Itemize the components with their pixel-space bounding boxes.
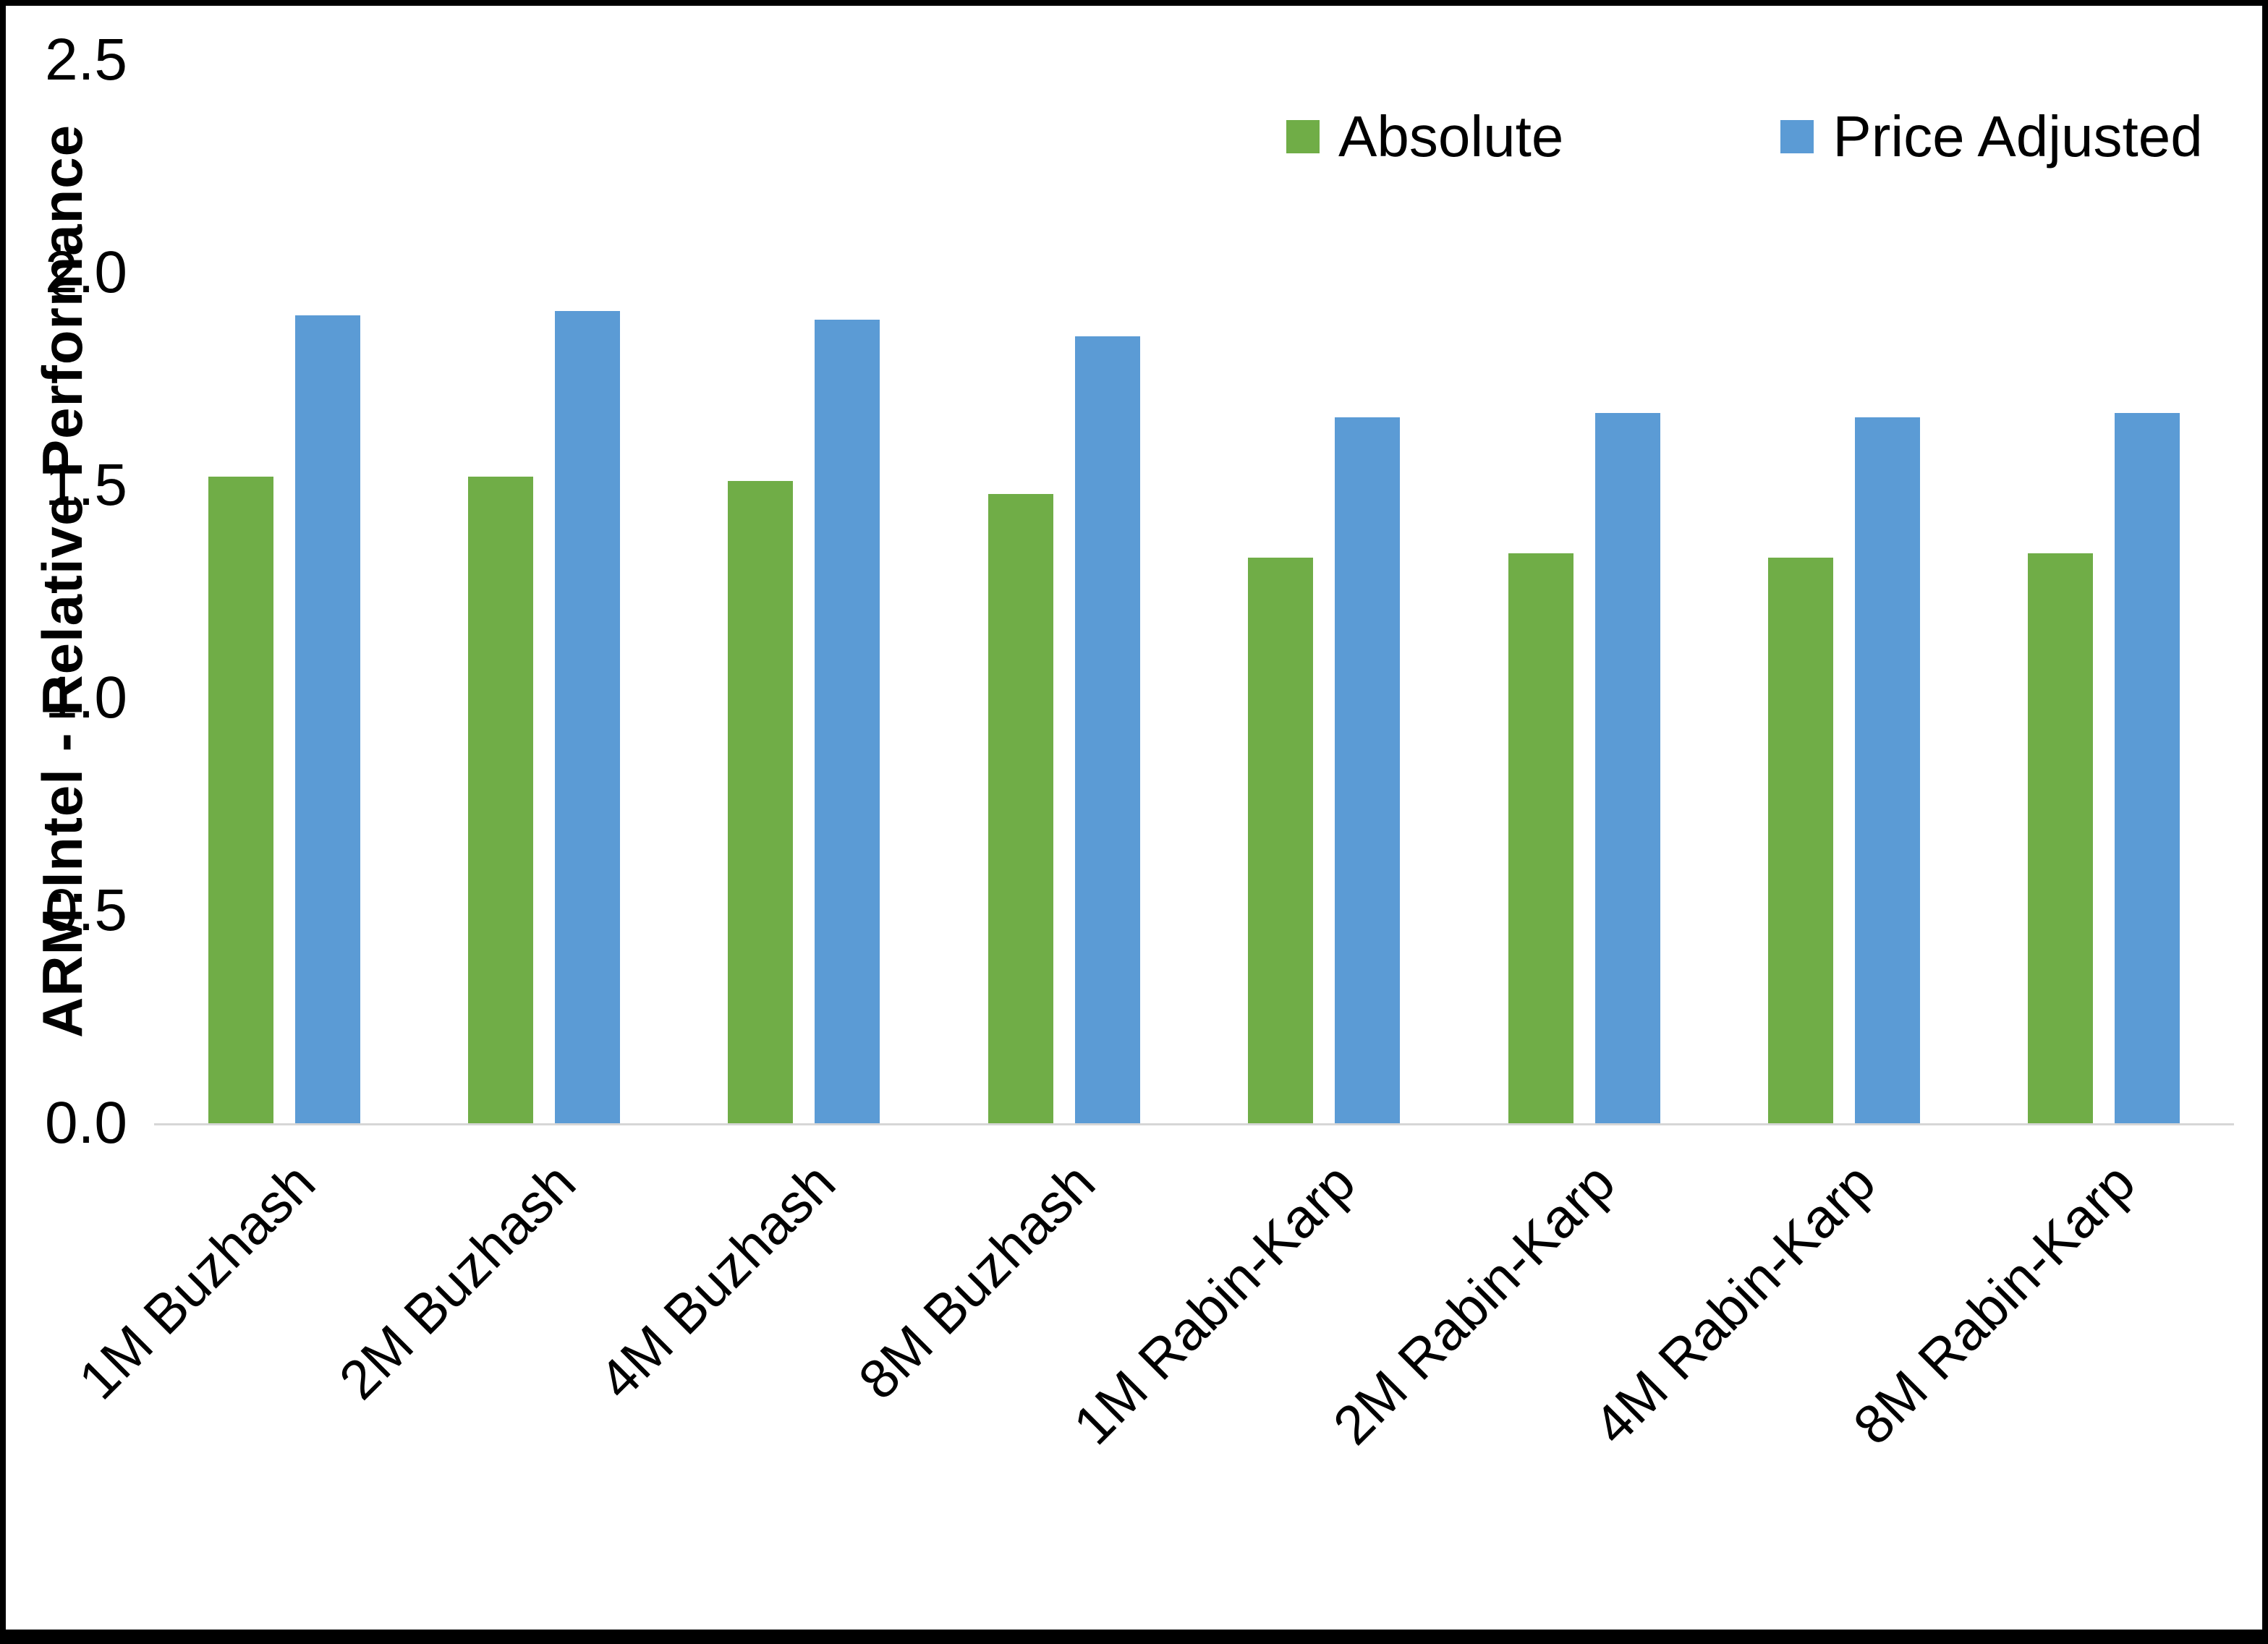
bar-price-adjusted	[2115, 413, 2180, 1123]
x-axis-category-label: 4M Buzhash	[587, 1151, 847, 1412]
bar-absolute	[1508, 553, 1573, 1123]
bar-group	[414, 60, 674, 1123]
y-axis-tick-label: 1.0	[45, 665, 127, 731]
bar-absolute	[728, 481, 794, 1123]
bar-absolute	[1248, 557, 1314, 1123]
bar-absolute	[2028, 553, 2094, 1123]
bar-group	[1974, 60, 2234, 1123]
x-axis-category-label: 2M Rabin-Karp	[1322, 1151, 1627, 1457]
bar-absolute	[1767, 557, 1833, 1123]
legend-label: Absolute	[1338, 104, 1564, 169]
bar-price-adjusted	[555, 310, 621, 1123]
x-axis-category-label: 1M Rabin-Karp	[1062, 1151, 1367, 1457]
y-axis: 0.0 0.5 1.0 1.5 2.0 2.5	[6, 30, 127, 1153]
bar-price-adjusted	[1335, 417, 1401, 1123]
bar-group	[1454, 60, 1714, 1123]
bar-price-adjusted	[294, 315, 360, 1123]
legend-item-price-adjusted: Price Adjusted	[1780, 103, 2203, 170]
legend-swatch-absolute	[1286, 120, 1320, 153]
legend: Absolute Price Adjusted	[1286, 103, 2203, 170]
bar-absolute	[208, 477, 273, 1123]
x-axis-category-label: 2M Buzhash	[327, 1151, 587, 1412]
bar-group	[674, 60, 934, 1123]
legend-swatch-price-adjusted	[1780, 120, 1814, 153]
bar-group	[1714, 60, 1974, 1123]
bar-price-adjusted	[1074, 336, 1140, 1123]
x-axis-category-label: 4M Rabin-Karp	[1581, 1151, 1887, 1457]
x-axis-category-label: 8M Rabin-Karp	[1842, 1151, 2147, 1457]
y-axis-tick-label: 2.0	[45, 239, 127, 305]
y-axis-tick-label: 0.5	[45, 877, 127, 943]
bar-group	[154, 60, 414, 1123]
y-axis-tick-label: 0.0	[45, 1090, 127, 1156]
plot-area	[154, 60, 2234, 1125]
bar-price-adjusted	[815, 319, 880, 1123]
x-axis: 1M Buzhash 2M Buzhash 4M Buzhash 8M Buzhash…	[67, 1145, 2234, 1622]
bar-price-adjusted	[1594, 413, 1660, 1123]
y-axis-tick-label: 2.5	[45, 27, 127, 93]
bar-price-adjusted	[1854, 417, 1920, 1123]
bar-absolute	[468, 477, 534, 1123]
legend-item-absolute: Absolute	[1286, 103, 1563, 170]
legend-label: Price Adjusted	[1832, 104, 2203, 169]
x-axis-category-label: 1M Buzhash	[67, 1151, 328, 1412]
x-axis-category-label: 8M Buzhash	[847, 1151, 1108, 1412]
y-axis-tick-label: 1.5	[45, 452, 127, 518]
bar-absolute	[988, 493, 1053, 1123]
bar-group	[934, 60, 1194, 1123]
bar-group	[1194, 60, 1454, 1123]
